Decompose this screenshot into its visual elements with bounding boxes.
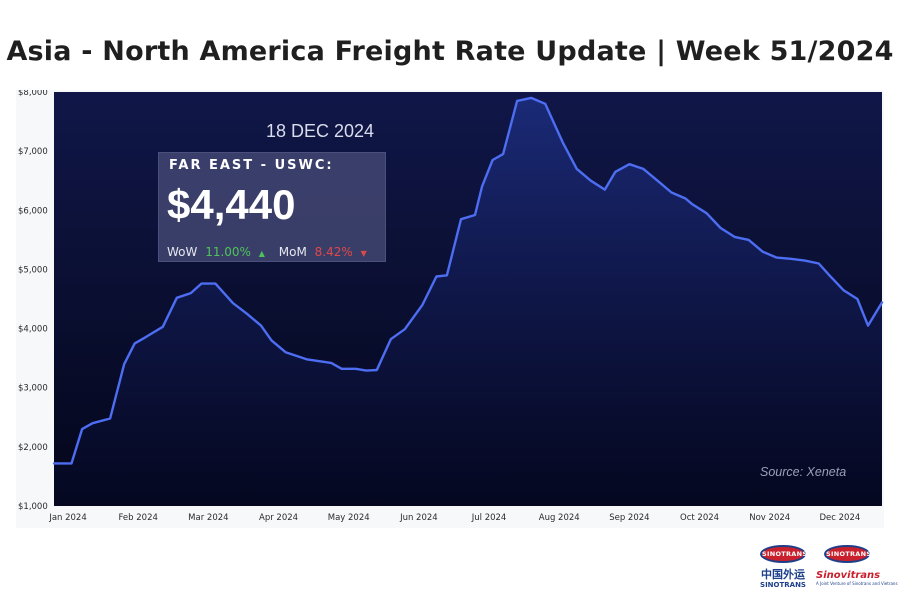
change-row: WoW 11.00% ▲ MoM 8.42% ▼ [167,245,371,259]
date-label: 18 DEC 2024 [265,121,375,141]
x-tick-label: Mar 2024 [188,513,228,523]
y-tick-label: $1,000 [18,502,48,512]
sinovitrans-brand-text: Sinovitrans [816,570,881,581]
sinotrans-en-text: SINOTRANS [760,581,806,589]
x-tick-label: Nov 2024 [749,513,790,523]
series-line [52,96,884,465]
x-tick-label: May 2024 [328,513,370,523]
wow-value: 11.00% [205,245,251,259]
x-tick-label: Jun 2024 [399,513,438,523]
rate-summary-box: FAR EAST - USWC: $4,440 WoW 11.00% ▲ MoM… [158,152,386,262]
x-tick-label: Oct 2024 [680,513,719,523]
x-tick-label: Feb 2024 [119,513,158,523]
route-label: FAR EAST - USWC: [169,158,334,173]
page-title: Asia - North America Freight Rate Update… [6,36,894,67]
sinovitrans-logo: SINOTRANS Sinovitrans A Joint Venture of… [816,545,898,586]
x-tick-label: Aug 2024 [539,513,580,523]
y-tick-label: $6,000 [18,206,48,216]
down-arrow-icon: ▼ [360,249,367,258]
x-tick-label: Sep 2024 [609,513,649,523]
y-tick-label: $3,000 [18,384,48,394]
x-tick-label: Jan 2024 [48,513,86,523]
mom-value: 8.42% [314,245,353,259]
y-tick-label: $5,000 [18,265,48,275]
x-tick-label: Apr 2024 [259,513,298,523]
mom-label: MoM [278,245,307,259]
freight-rate-chart: $1,000 $2,000 $3,000 $4,000 $5,000 $6,000 $7,0… [18,90,884,523]
y-tick-label: $8,000 [18,90,48,98]
x-tick-label: Jul 2024 [471,513,507,523]
y-tick-label: $4,000 [18,325,48,335]
up-arrow-icon: ▲ [258,249,265,258]
y-tick-label: $2,000 [18,443,48,453]
sinotrans-cn-text: 中国外运 [761,568,805,581]
sinovitrans-tagline: A Joint Venture of Sinotrans and Vietran… [816,581,898,586]
rate-value: $4,440 [167,181,296,228]
x-tick-label: Dec 2024 [819,513,860,523]
series-area [54,97,882,507]
source-label: Source: Xeneta [760,465,847,479]
sinotrans-badge: SINOTRANS [760,545,807,563]
y-tick-label: $7,000 [18,147,48,157]
sinotrans-logo: SINOTRANS 中国外运 SINOTRANS [752,545,814,589]
chart-frame: $1,000 $2,000 $3,000 $4,000 $5,000 $6,000 $7,0… [16,90,884,528]
wow-label: WoW [167,245,198,259]
sinovitrans-badge: SINOTRANS [824,545,871,563]
